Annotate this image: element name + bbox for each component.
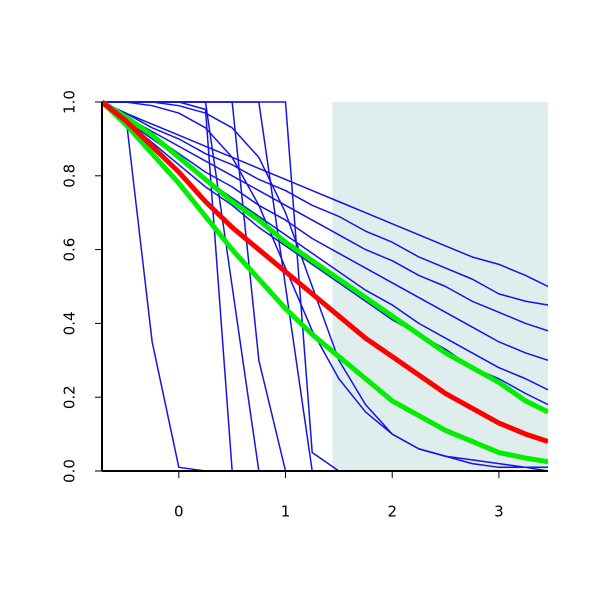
series-line [102, 101, 548, 469]
x-tick-label: 0 [174, 503, 184, 521]
series-line [102, 100, 548, 444]
series-line [102, 101, 548, 472]
series-line [102, 101, 548, 288]
series-line [102, 100, 548, 465]
series-line [102, 100, 548, 415]
series-line [102, 101, 548, 306]
shaded-region [332, 102, 548, 471]
x-tick-label: 3 [494, 503, 504, 521]
y-tick-label: 1.0 [61, 90, 79, 114]
y-tick-label: 0.8 [61, 164, 79, 188]
y-tick-label: 0.2 [61, 385, 79, 409]
plot-area [102, 100, 548, 472]
x-tick-label: 2 [387, 503, 397, 521]
x-tick-label: 1 [281, 503, 291, 521]
y-tick-label: 0.0 [61, 459, 79, 483]
y-tick-label: 0.6 [61, 238, 79, 262]
axes: 0.0 0.2 0.4 0.6 0.8 1.0 0 1 2 3 [61, 90, 548, 521]
y-tick-label: 0.4 [61, 311, 79, 335]
series-line [102, 101, 548, 332]
